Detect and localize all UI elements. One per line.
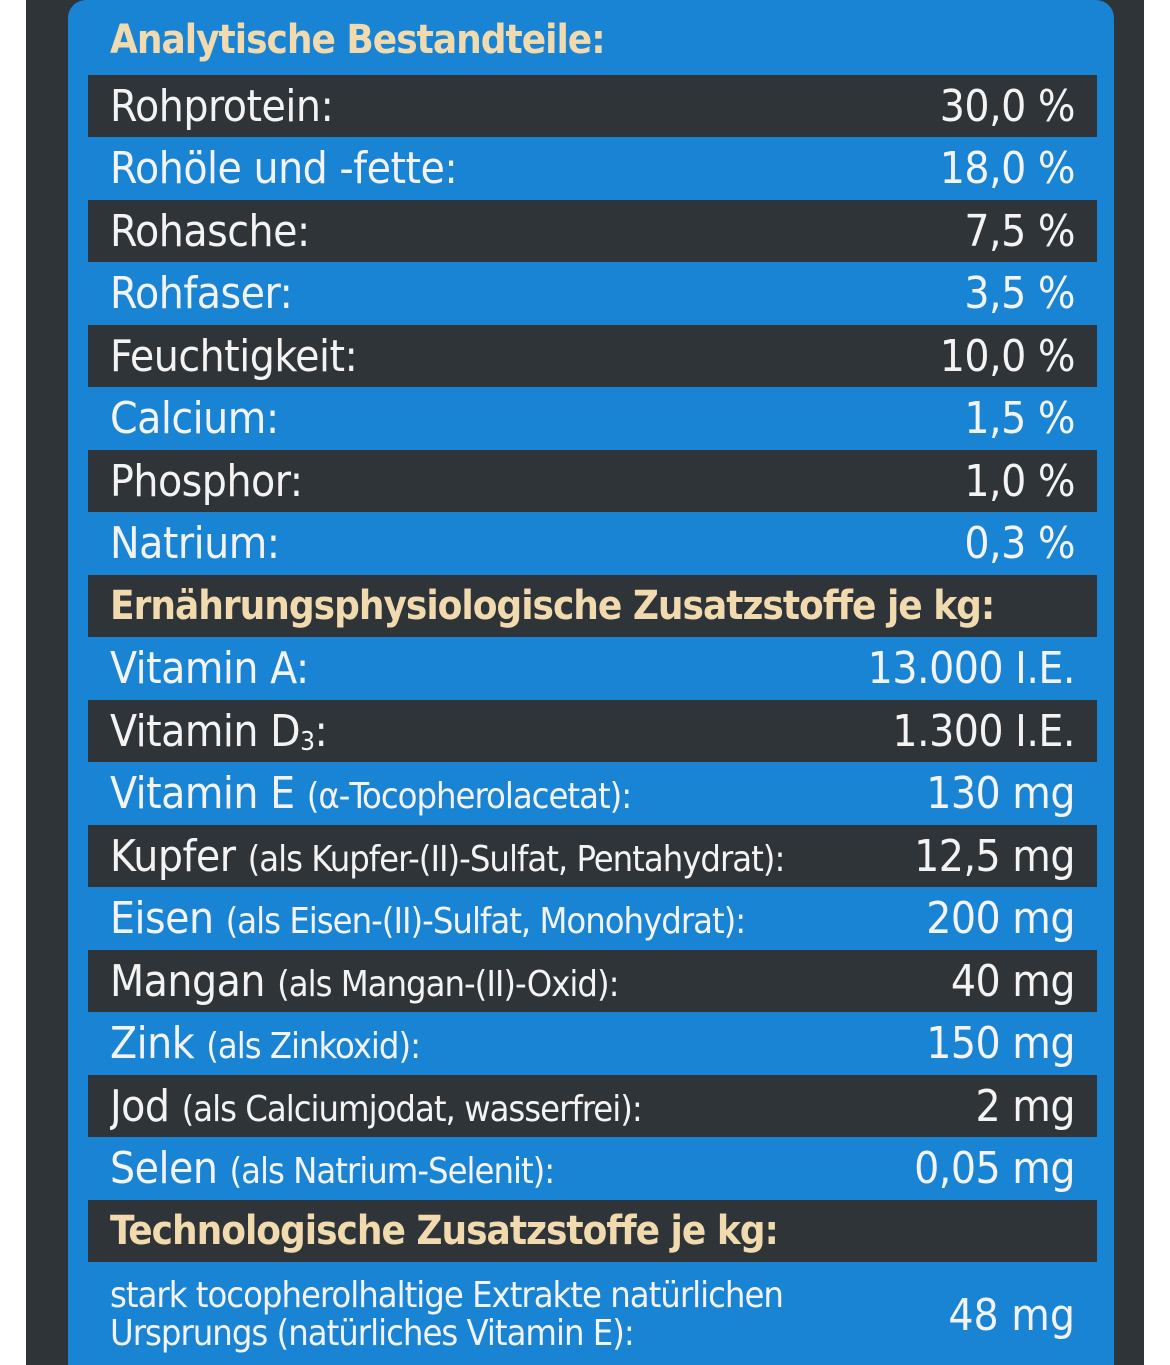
row-label: Rohprotein:: [110, 80, 334, 132]
row-label: Vitamin E (α-Tocopherolacetat):: [110, 767, 632, 819]
row-value: 1,0 %: [964, 455, 1075, 507]
technological-row: stark tocopherolhaltige Extrakte natürli…: [88, 1265, 1097, 1365]
row-value: 150 mg: [926, 1017, 1075, 1069]
row-value: 1,5 %: [964, 392, 1075, 444]
row-label: Calcium:: [110, 392, 279, 444]
nutritional-row: Eisen (als Eisen-(II)-Sulfat, Monohydrat…: [88, 887, 1097, 949]
row-label: Phosphor:: [110, 455, 303, 507]
row-value: 200 mg: [926, 892, 1075, 944]
row-value: 7,5 %: [964, 205, 1075, 257]
row-label: Feuchtigkeit:: [110, 330, 358, 382]
row-label: Eisen (als Eisen-(II)-Sulfat, Monohydrat…: [110, 892, 746, 944]
nutritional-row: Mangan (als Mangan-(II)-Oxid): 40 mg: [88, 950, 1097, 1012]
analytic-row: Natrium: 0,3 %: [88, 512, 1097, 574]
nutritional-row: Vitamin A: 13.000 I.E.: [88, 637, 1097, 699]
row-label: Rohasche:: [110, 205, 310, 257]
row-value: 48 mg: [948, 1289, 1075, 1341]
row-value: 40 mg: [950, 955, 1076, 1007]
row-label: Jod (als Calciumjodat, wasserfrei):: [110, 1080, 643, 1132]
nutritional-row: Vitamin E (α-Tocopherolacetat): 130 mg: [88, 762, 1097, 824]
analytic-row: Rohöle und -fette: 18,0 %: [88, 137, 1097, 199]
analytic-heading: Analytische Bestandteile:: [110, 17, 606, 63]
nutritional-row: Vitamin D3: 1.300 I.E.: [88, 700, 1097, 762]
row-value: 10,0 %: [939, 330, 1076, 382]
analytic-row: Rohprotein: 30,0 %: [88, 75, 1097, 137]
row-label: stark tocopherolhaltige Extrakte natürli…: [110, 1275, 784, 1354]
row-value: 130 mg: [926, 767, 1075, 819]
row-label: Selen (als Natrium-Selenit):: [110, 1142, 555, 1194]
row-label: Rohfaser:: [110, 267, 293, 319]
row-value: 0,05 mg: [914, 1142, 1075, 1194]
row-value: 13.000 I.E.: [867, 642, 1076, 694]
analytic-row: Rohfaser: 3,5 %: [88, 262, 1097, 324]
nutritional-row: Kupfer (als Kupfer-(II)-Sulfat, Pentahyd…: [88, 825, 1097, 887]
nutritional-row: Zink (als Zinkoxid): 150 mg: [88, 1012, 1097, 1074]
row-label: Zink (als Zinkoxid):: [110, 1017, 421, 1069]
analytic-row: Calcium: 1,5 %: [88, 387, 1097, 449]
nutritional-row: Jod (als Calciumjodat, wasserfrei): 2 mg: [88, 1075, 1097, 1137]
analytic-row: Rohasche: 7,5 %: [88, 200, 1097, 262]
row-value: 12,5 mg: [914, 830, 1075, 882]
row-label: Vitamin A:: [110, 642, 309, 694]
row-value: 30,0 %: [939, 80, 1076, 132]
analytic-row: Phosphor: 1,0 %: [88, 450, 1097, 512]
row-label: Natrium:: [110, 517, 280, 569]
row-label: Vitamin D3:: [110, 705, 328, 757]
row-value: 1.300 I.E.: [892, 705, 1075, 757]
row-value: 3,5 %: [964, 267, 1075, 319]
nutritional-row: Selen (als Natrium-Selenit): 0,05 mg: [88, 1137, 1097, 1199]
row-value: 18,0 %: [939, 142, 1076, 194]
nutritional-heading: Ernährungsphysiologische Zusatzstoffe je…: [88, 575, 1097, 637]
row-value: 2 mg: [975, 1080, 1076, 1132]
row-label: Kupfer (als Kupfer-(II)-Sulfat, Pentahyd…: [110, 830, 785, 882]
row-label: Rohöle und -fette:: [110, 142, 458, 194]
analytic-row: Feuchtigkeit: 10,0 %: [88, 325, 1097, 387]
row-value: 0,3 %: [964, 517, 1075, 569]
row-label: Mangan (als Mangan-(II)-Oxid):: [110, 955, 620, 1007]
technological-heading: Technologische Zusatzstoffe je kg:: [88, 1200, 1097, 1262]
